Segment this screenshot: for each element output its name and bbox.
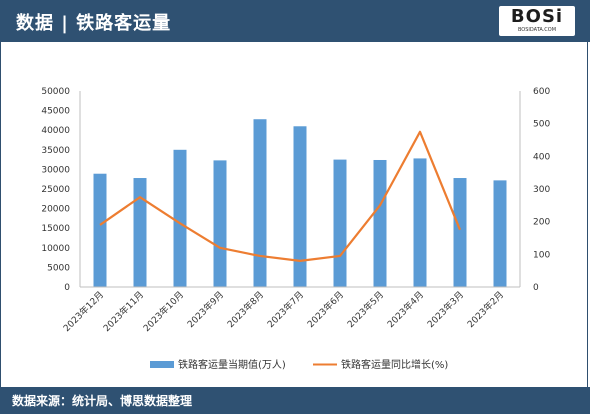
y-left-tick-label: 5000 xyxy=(47,263,70,273)
bar xyxy=(453,178,467,287)
x-tick-label: 2023年5月 xyxy=(345,289,386,330)
x-tick-label: 2023年7月 xyxy=(265,289,306,330)
y-left-tick-label: 30000 xyxy=(41,165,70,175)
logo-text: BOSi xyxy=(510,6,564,27)
y-left-tick-label: 35000 xyxy=(41,146,70,156)
bar xyxy=(373,159,387,287)
logo-subtext: BOSIDATA.COM xyxy=(517,27,557,33)
x-tick-label: 2023年6月 xyxy=(305,289,346,330)
bar xyxy=(493,180,507,287)
y-right-tick-label: 100 xyxy=(533,250,550,260)
left-axis: 0 5000 10000 15000 20000 25000 30000 35000 40000… xyxy=(41,87,70,293)
bar xyxy=(413,158,427,287)
x-tick-label: 2023年4月 xyxy=(385,289,426,330)
bar xyxy=(173,149,187,287)
y-right-tick-label: 300 xyxy=(533,185,550,195)
x-tick-label: 2023年12月 xyxy=(61,289,107,335)
legend-bar-label: 铁路客运量当期值(万人) xyxy=(178,358,286,371)
bar xyxy=(333,159,347,287)
x-tick-label: 2023年8月 xyxy=(225,289,266,330)
y-right-tick-label: 600 xyxy=(533,87,550,97)
header-bar: 数据 | 铁路客运量 BOSi BOSIDATA.COM xyxy=(0,0,590,42)
y-left-tick-label: 50000 xyxy=(41,87,70,97)
y-left-tick-label: 15000 xyxy=(41,224,70,234)
brand-logo: BOSi BOSIDATA.COM xyxy=(499,6,575,36)
x-tick-label: 2023年3月 xyxy=(425,289,466,330)
footer-bar: 数据来源：统计局、博思数据整理 xyxy=(0,387,590,414)
bar xyxy=(253,119,267,287)
legend-line-label: 铁路客运量同比增长(%) xyxy=(341,358,448,371)
source-note: 数据来源：统计局、博思数据整理 xyxy=(12,394,193,408)
y-left-tick-label: 45000 xyxy=(41,107,70,117)
y-right-tick-label: 200 xyxy=(533,218,550,228)
y-right-tick-label: 0 xyxy=(533,283,539,293)
bar xyxy=(93,173,107,287)
y-right-tick-label: 400 xyxy=(533,152,550,162)
bar-series xyxy=(93,119,507,287)
page-title: 数据 | 铁路客运量 xyxy=(16,13,172,34)
bar xyxy=(213,160,227,287)
y-left-tick-label: 0 xyxy=(64,283,70,293)
legend-bar-swatch xyxy=(150,361,174,368)
growth-line xyxy=(99,130,462,262)
legend: 铁路客运量当期值(万人) 铁路客运量同比增长(%) xyxy=(150,358,448,371)
y-left-tick-label: 40000 xyxy=(41,126,70,136)
x-tick-label: 2023年2月 xyxy=(465,289,506,330)
bar xyxy=(133,178,147,287)
right-axis: 0 100 200 300 400 500 600 xyxy=(533,87,550,293)
x-tick-label: 2023年11月 xyxy=(101,289,147,335)
bar xyxy=(293,126,307,287)
x-tick-label: 2023年10月 xyxy=(141,289,187,335)
combo-chart: 0500010000150002000025000300003500040000… xyxy=(41,87,550,371)
y-left-tick-label: 25000 xyxy=(41,185,70,195)
y-left-tick-label: 20000 xyxy=(41,205,70,215)
line-series xyxy=(99,130,462,262)
x-tick-label: 2023年9月 xyxy=(185,289,226,330)
y-right-tick-label: 500 xyxy=(533,120,550,130)
y-left-tick-label: 10000 xyxy=(41,244,70,254)
